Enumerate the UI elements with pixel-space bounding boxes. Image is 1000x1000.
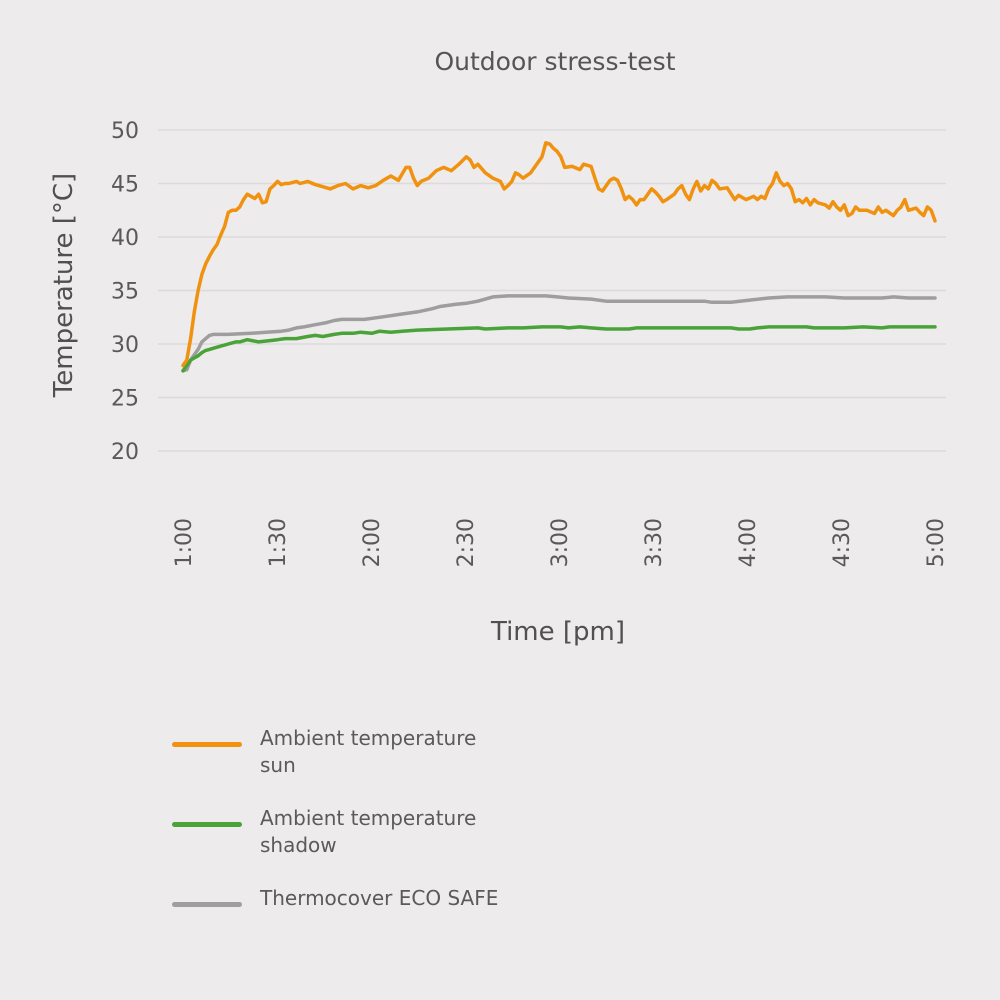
legend-label-sun: Ambient temperature sun [260,725,500,779]
legend-label-thermocover: Thermocover ECO SAFE [260,885,500,912]
legend-item-sun: Ambient temperature sun [172,725,572,805]
y-tick-label: 40 [111,226,139,251]
legend-label-shadow-line1: Ambient temperature [260,806,477,830]
grid-lines [158,129,946,452]
legend-label-sun-line1: Ambient temperature [260,726,477,750]
x-axis-ticks: 1:00 1:30 2:00 2:30 3:00 3:30 4:00 4:30 5:00 [172,518,949,567]
x-tick-label: 2:00 [360,518,385,567]
series-line-shadow [181,325,937,373]
legend-swatch-shadow [172,822,242,827]
x-axis-label: Time [pm] [490,617,625,647]
x-tick-label: 5:00 [924,518,949,567]
legend: Ambient temperature sun Ambient temperat… [172,725,572,965]
x-tick-label: 3:00 [548,518,573,567]
y-tick-label: 35 [111,280,139,305]
y-tick-label: 20 [111,440,139,465]
legend-swatch-thermocover [172,902,242,907]
legend-item-shadow: Ambient temperature shadow [172,805,572,885]
legend-item-thermocover: Thermocover ECO SAFE [172,885,572,965]
y-tick-label: 30 [111,333,139,358]
series-line-sun [181,141,937,368]
x-tick-label: 4:00 [736,518,761,567]
y-axis-ticks: 20 25 30 35 40 45 50 [111,119,139,465]
series-lines [181,141,937,373]
series-line-thermocover [181,294,937,373]
x-tick-label: 2:30 [454,518,479,567]
x-tick-label: 3:30 [642,518,667,567]
legend-label-sun-line2: sun [260,753,296,777]
x-tick-label: 1:30 [266,518,291,567]
legend-label-shadow: Ambient temperature shadow [260,805,500,859]
y-tick-label: 25 [111,387,139,412]
legend-label-thermocover-line1: Thermocover ECO SAFE [260,886,499,910]
y-tick-label: 50 [111,119,139,144]
x-tick-label: 1:00 [172,518,197,567]
x-tick-label: 4:30 [830,518,855,567]
legend-label-shadow-line2: shadow [260,833,337,857]
legend-swatch-sun [172,742,242,747]
chart-title: Outdoor stress-test [434,47,675,76]
y-tick-label: 45 [111,173,139,198]
y-axis-label: Temperature [°C] [49,173,79,398]
